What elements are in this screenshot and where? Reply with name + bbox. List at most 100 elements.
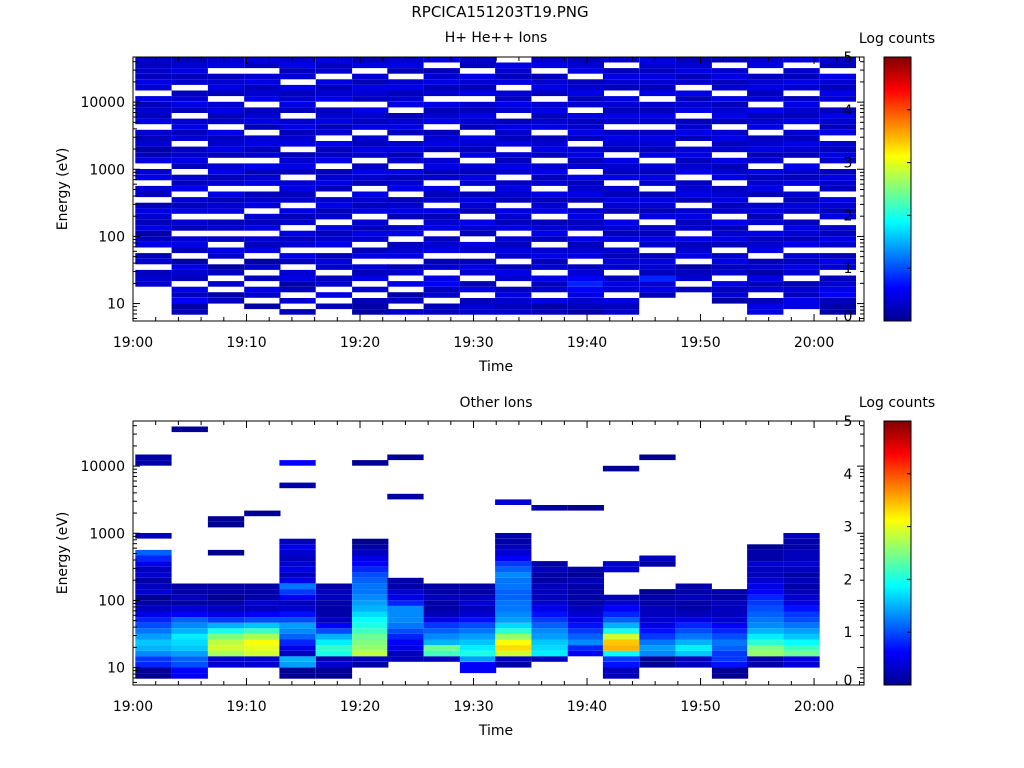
y-tick-label: 1000 (89, 162, 125, 178)
heatmap-cell (352, 230, 389, 237)
heatmap-cell (352, 662, 389, 668)
heatmap-cell (387, 213, 424, 220)
heatmap-cell (244, 236, 281, 242)
heatmap-cell (387, 577, 424, 584)
heatmap-cell (315, 281, 353, 287)
colorbar-label: Log counts (859, 395, 935, 411)
heatmap-cell (783, 107, 820, 113)
heatmap-cell (819, 213, 856, 220)
heatmap-cell (459, 191, 497, 198)
heatmap-cell (459, 281, 497, 287)
heatmap-cell (747, 96, 784, 102)
heatmap-cell (747, 662, 784, 668)
heatmap-cell (315, 673, 353, 679)
heatmap-cell (819, 141, 856, 147)
heatmap-cell (244, 163, 281, 169)
heatmap-cell (352, 611, 389, 618)
heatmap-cell (531, 225, 568, 231)
heatmap-cell (639, 129, 676, 136)
heatmap-cell (135, 230, 172, 237)
heatmap-cell (531, 124, 568, 130)
y-tick-label: 100 (98, 593, 125, 609)
heatmap-cell (675, 645, 712, 651)
heatmap-cell (675, 68, 712, 74)
heatmap-cell (352, 617, 389, 623)
heatmap-cell (135, 566, 172, 573)
heatmap-cell (207, 174, 245, 181)
heatmap-cell (819, 230, 856, 237)
heatmap-cell (639, 286, 676, 293)
heatmap-cell (711, 146, 749, 153)
heatmap-cell (352, 303, 389, 310)
heatmap-cell (279, 549, 316, 556)
heatmap-cell (387, 68, 424, 74)
heatmap-cell (602, 107, 640, 113)
heatmap-cell (207, 169, 245, 175)
heatmap-cell (495, 169, 532, 175)
heatmap-cell (675, 662, 712, 668)
heatmap-cell (352, 174, 389, 181)
heatmap-cell (783, 208, 820, 214)
heatmap-cell (279, 538, 316, 545)
heatmap-cell (387, 230, 424, 237)
heatmap-cells (135, 57, 856, 315)
heatmap-cell (531, 230, 568, 237)
heatmap-cell (207, 73, 245, 80)
heatmap-cell (567, 68, 604, 74)
heatmap-cell (747, 191, 784, 198)
heatmap-cell (423, 191, 460, 198)
heatmap-cell (567, 57, 604, 63)
heatmap-cell (459, 146, 497, 153)
heatmap-cell (495, 605, 532, 612)
heatmap-cell (675, 213, 712, 220)
heatmap-cell (279, 667, 316, 674)
heatmap-cell (783, 656, 820, 662)
heatmap-cell (783, 253, 820, 259)
heatmap-cell (135, 662, 172, 668)
heatmap-cell (531, 639, 568, 646)
heatmap-cell (567, 79, 604, 85)
heatmap-cell (567, 84, 604, 91)
heatmap-cell (602, 645, 640, 651)
heatmap-cell (711, 202, 749, 209)
heatmap-cell (135, 107, 172, 113)
heatmap-cell (315, 169, 353, 175)
heatmap-cell (423, 594, 460, 601)
heatmap-cell (783, 113, 820, 119)
heatmap-cell (531, 605, 568, 612)
heatmap-cell (602, 628, 640, 634)
heatmap-cell (171, 667, 208, 674)
heatmap-cell (639, 275, 676, 282)
heatmap-cell (244, 57, 281, 63)
heatmap-cell (747, 611, 784, 618)
heatmap-cell (783, 538, 820, 545)
heatmap-cell (135, 101, 172, 108)
colorbar-tick-label: 3 (844, 156, 853, 172)
heatmap-cell (352, 73, 389, 80)
heatmap-cell (747, 600, 784, 606)
heatmap-cell (783, 286, 820, 293)
heatmap-cell (783, 174, 820, 181)
heatmap-cell (531, 236, 568, 242)
heatmap-cell (567, 180, 604, 186)
heatmap-cell (171, 611, 208, 618)
heatmap-cell (711, 225, 749, 231)
heatmap-cell (352, 544, 389, 550)
heatmap-cell (244, 73, 281, 80)
heatmap-cell (495, 225, 532, 231)
heatmap-cell (602, 202, 640, 209)
heatmap-cell (352, 633, 389, 640)
heatmap-cell (567, 583, 604, 590)
heatmap-cell (207, 208, 245, 214)
heatmap-cell (423, 600, 460, 606)
heatmap-cell (602, 157, 640, 164)
heatmap-cell (459, 79, 497, 85)
heatmap-cell (207, 662, 245, 668)
heatmap-cell (747, 157, 784, 164)
y-axis-ticks: 10 100 1000 10000 (80, 425, 864, 683)
heatmap-cell (747, 202, 784, 209)
heatmap-cell (459, 180, 497, 186)
heatmap-cell (567, 113, 604, 119)
heatmap-cell (171, 73, 208, 80)
heatmap-cell (244, 292, 281, 298)
